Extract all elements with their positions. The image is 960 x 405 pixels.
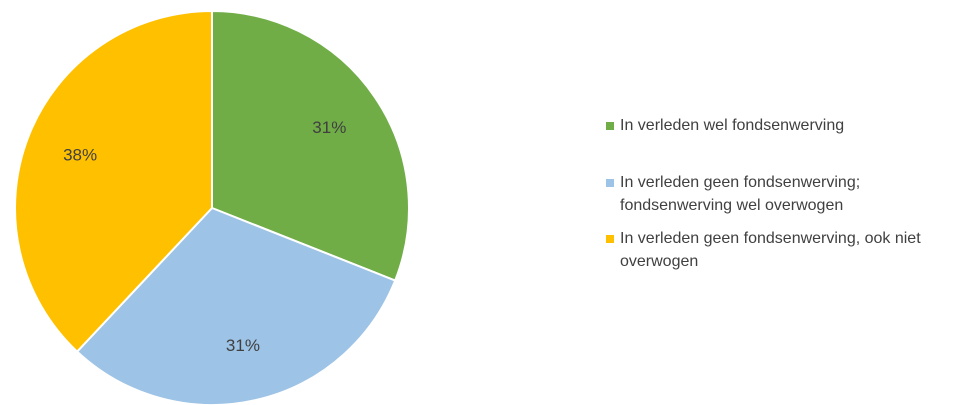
legend-item: In verleden wel fondsenwerving — [606, 114, 946, 137]
legend: In verleden wel fondsenwerving In verlede… — [606, 114, 946, 307]
data-label: 38% — [63, 145, 97, 164]
legend-label: In verleden wel fondsenwerving — [620, 117, 845, 134]
legend-swatch — [606, 179, 614, 187]
pie-slice — [14, 9, 213, 354]
legend-item: In verleden geen fondsenwerving; fondsen… — [606, 171, 946, 217]
pie-slice — [75, 206, 397, 405]
data-label: 31% — [226, 336, 260, 355]
legend-label: In verleden geen fondsenwerving; fondsen… — [620, 174, 861, 214]
legend-label: In verleden geen fondsenwerving, ook nie… — [620, 230, 921, 270]
legend-swatch — [606, 235, 614, 243]
pie-slice — [211, 9, 410, 282]
legend-item: In verleden geen fondsenwerving, ook nie… — [606, 227, 946, 273]
data-label: 31% — [312, 118, 346, 137]
legend-swatch — [606, 122, 614, 130]
